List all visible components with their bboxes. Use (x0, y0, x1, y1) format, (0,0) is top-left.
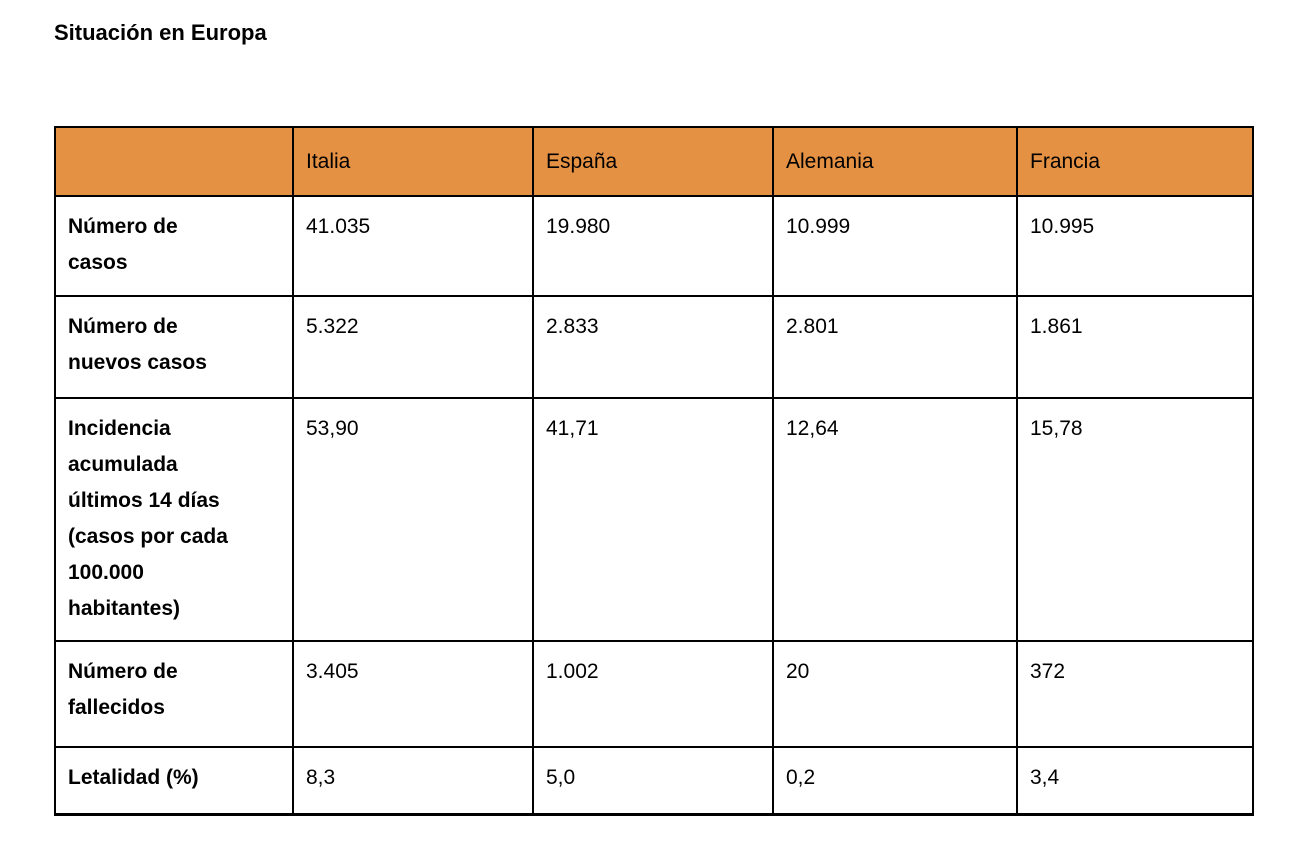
row-label-incidencia-acumulada: Incidencia acumulada últimos 14 días (ca… (54, 397, 294, 642)
cell-fallecidos-espana: 1.002 (532, 640, 774, 748)
cell-fallecidos-alemania: 20 (772, 640, 1018, 748)
cell-letalidad-francia: 3,4 (1016, 746, 1254, 815)
cell-nuevos-espana: 2.833 (532, 295, 774, 399)
row-label-nuevos-casos: Número de nuevos casos (54, 295, 294, 399)
cell-fallecidos-francia: 372 (1016, 640, 1254, 748)
table-row-letalidad: Letalidad (%) 8,3 5,0 0,2 3,4 (54, 746, 1254, 815)
cell-casos-francia: 10.995 (1016, 195, 1254, 297)
cell-casos-italia: 41.035 (292, 195, 534, 297)
table-row-incidencia-acumulada: Incidencia acumulada últimos 14 días (ca… (54, 397, 1254, 642)
table-row-numero-de-casos: Número de casos 41.035 19.980 10.999 10.… (54, 195, 1254, 297)
cell-nuevos-italia: 5.322 (292, 295, 534, 399)
row-label-letalidad: Letalidad (%) (54, 746, 294, 815)
row-label-numero-de-casos: Número de casos (54, 195, 294, 297)
header-empty-cell (54, 126, 294, 197)
cell-letalidad-alemania: 0,2 (772, 746, 1018, 815)
page-title: Situación en Europa (54, 20, 267, 45)
cell-casos-espana: 19.980 (532, 195, 774, 297)
header-espana: España (532, 126, 774, 197)
cell-nuevos-francia: 1.861 (1016, 295, 1254, 399)
cell-letalidad-italia: 8,3 (292, 746, 534, 815)
cell-incidencia-francia: 15,78 (1016, 397, 1254, 642)
europe-situation-table: Italia España Alemania Francia Número de… (54, 126, 1254, 816)
cell-letalidad-espana: 5,0 (532, 746, 774, 815)
cell-incidencia-italia: 53,90 (292, 397, 534, 642)
row-label-fallecidos: Número de fallecidos (54, 640, 294, 748)
header-italia: Italia (292, 126, 534, 197)
cell-fallecidos-italia: 3.405 (292, 640, 534, 748)
header-alemania: Alemania (772, 126, 1018, 197)
cell-incidencia-espana: 41,71 (532, 397, 774, 642)
cell-nuevos-alemania: 2.801 (772, 295, 1018, 399)
table-header-row: Italia España Alemania Francia (54, 126, 1254, 197)
header-francia: Francia (1016, 126, 1254, 197)
cell-incidencia-alemania: 12,64 (772, 397, 1018, 642)
table-row-fallecidos: Número de fallecidos 3.405 1.002 20 372 (54, 640, 1254, 748)
table-row-nuevos-casos: Número de nuevos casos 5.322 2.833 2.801… (54, 295, 1254, 399)
cell-casos-alemania: 10.999 (772, 195, 1018, 297)
